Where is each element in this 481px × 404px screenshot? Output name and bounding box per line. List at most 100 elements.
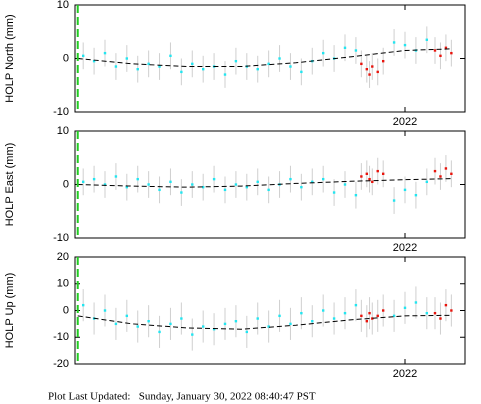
point — [81, 303, 85, 307]
point — [201, 185, 205, 189]
point — [311, 180, 314, 184]
plot-frame — [74, 256, 466, 365]
point — [81, 54, 85, 58]
point — [223, 73, 227, 76]
point — [392, 199, 396, 202]
point — [300, 70, 303, 74]
point — [360, 175, 363, 178]
point — [158, 330, 161, 334]
point — [381, 309, 385, 312]
point — [223, 188, 227, 192]
point — [311, 320, 314, 323]
point — [368, 311, 371, 315]
point — [223, 322, 227, 326]
point — [114, 175, 118, 178]
point — [365, 320, 369, 323]
point — [103, 309, 107, 312]
point — [354, 194, 358, 197]
y-tick-label: -10 — [53, 106, 69, 118]
y-tick-label: 0 — [63, 52, 69, 64]
point — [300, 311, 303, 315]
point — [321, 177, 325, 181]
point — [381, 59, 385, 63]
point — [371, 180, 374, 184]
point — [365, 68, 369, 71]
point — [103, 183, 107, 186]
point — [439, 317, 442, 320]
point — [114, 322, 118, 326]
point — [147, 183, 150, 186]
point — [267, 62, 270, 66]
point — [158, 188, 161, 192]
trend-line — [77, 314, 452, 330]
point — [450, 51, 453, 55]
point — [376, 70, 379, 74]
point — [321, 309, 325, 312]
point — [365, 172, 369, 175]
y-tick-label: -10 — [53, 232, 69, 244]
point — [125, 314, 129, 318]
point — [136, 325, 139, 328]
point — [278, 314, 281, 318]
point — [425, 180, 429, 184]
point — [450, 309, 453, 312]
point — [360, 314, 363, 318]
point — [392, 314, 396, 318]
y-axis-label: HOLP Up (mm) — [4, 273, 16, 349]
y-tick-label: 10 — [57, 278, 69, 290]
trend-line — [77, 178, 452, 188]
x-tick-label: 2022 — [393, 242, 417, 254]
y-tick-label: 10 — [57, 0, 69, 11]
x-tick-label: 2022 — [393, 368, 417, 380]
point — [92, 177, 96, 181]
point — [300, 185, 303, 189]
trend-line — [77, 48, 452, 68]
point — [147, 320, 150, 323]
footer: Plot Last Updated: Sunday, January 30, 2… — [48, 391, 316, 403]
y-axis-label: HOLP North (mm) — [4, 14, 16, 102]
y-tick-label: 0 — [63, 304, 69, 316]
point — [125, 185, 129, 189]
y-tick-label: 10 — [57, 125, 69, 137]
point — [433, 311, 437, 315]
point — [201, 325, 205, 328]
y-tick-label: 20 — [57, 251, 69, 263]
point — [439, 175, 442, 178]
point — [321, 51, 325, 55]
point — [444, 167, 448, 170]
point — [360, 62, 363, 66]
point — [234, 183, 238, 186]
point — [201, 68, 205, 71]
point — [403, 306, 407, 310]
y-tick-label: 0 — [63, 178, 69, 190]
point — [267, 188, 270, 192]
point — [433, 169, 437, 173]
point — [444, 303, 448, 307]
point — [169, 54, 172, 58]
y-axis-label: HOLP East (mm) — [4, 143, 16, 227]
point — [169, 322, 172, 326]
point — [425, 311, 429, 315]
point — [368, 177, 371, 181]
point — [332, 191, 336, 194]
point — [147, 62, 150, 66]
point — [136, 177, 139, 181]
point — [376, 314, 379, 318]
point — [234, 320, 238, 323]
point — [289, 65, 292, 68]
plot-frame — [74, 4, 466, 113]
point — [381, 172, 385, 175]
point — [332, 317, 336, 320]
point — [234, 59, 238, 63]
point — [414, 194, 418, 197]
point — [343, 311, 347, 315]
point — [180, 70, 183, 74]
point — [245, 330, 249, 334]
point — [267, 325, 270, 328]
point — [103, 51, 107, 55]
y-tick-label: -10 — [53, 331, 69, 343]
point — [191, 333, 194, 336]
point — [439, 54, 442, 58]
point — [343, 46, 347, 49]
